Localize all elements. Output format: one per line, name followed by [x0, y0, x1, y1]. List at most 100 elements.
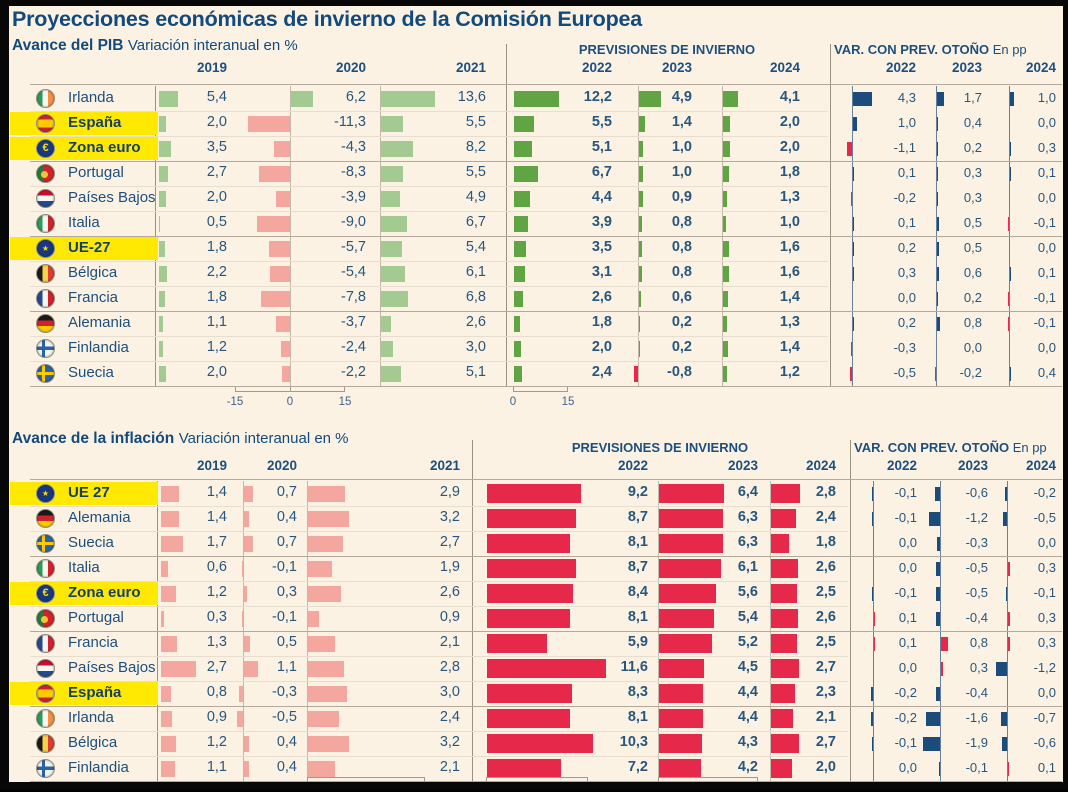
value-revision-1: -1,6 — [965, 710, 988, 725]
header-underline — [30, 479, 1062, 480]
bar-hist-0 — [158, 265, 167, 282]
bottom-border — [0, 782, 1068, 790]
bar-revision-0 — [850, 341, 852, 356]
table-row-finland: Finlandia 1,2 -2,4 3,0 2,0 0,2 1,4 -0,3 0,0 0,0 — [0, 336, 1068, 361]
flag-eu-icon: ★ — [36, 484, 55, 503]
value-revision-1: 0,8 — [969, 635, 988, 650]
value-forecast-0: 3,9 — [591, 214, 612, 230]
value-hist-2: 2,4 — [439, 709, 460, 725]
value-hist-2: 5,4 — [465, 239, 486, 255]
value-forecast-0: 2,4 — [591, 364, 612, 380]
bar-hist-0 — [158, 315, 163, 332]
axis-tick — [757, 778, 758, 783]
value-forecast-2: 2,7 — [815, 734, 836, 750]
bar-forecast-2 — [722, 215, 727, 232]
value-revision-0: -1,1 — [893, 140, 916, 155]
bar-revision-0 — [871, 586, 873, 601]
value-hist-0: 1,1 — [206, 759, 227, 775]
bar-hist-0 — [160, 685, 171, 702]
revision-box-title: VAR. CON PREV. OTOÑO En pp — [854, 440, 1047, 455]
bar-hist-1 — [243, 585, 248, 602]
value-revision-1: 0,2 — [963, 140, 982, 155]
value-forecast-1: 4,3 — [737, 734, 758, 750]
bar-hist-1 — [243, 660, 258, 677]
bar-forecast-2 — [722, 340, 728, 357]
country-label: Italia — [68, 559, 100, 576]
bar-revision-2 — [1007, 561, 1011, 576]
bar-hist-0 — [158, 240, 166, 257]
table-row-france: Francia 1,3 0,5 2,1 5,9 5,2 2,5 0,1 0,8 0,3 — [0, 631, 1068, 656]
value-forecast-1: 0,8 — [671, 214, 692, 230]
value-revision-0: 0,2 — [897, 240, 916, 255]
value-hist-2: 5,1 — [465, 364, 486, 380]
value-revision-1: -1,2 — [965, 510, 988, 525]
bar-revision-1 — [936, 316, 941, 331]
group-separator — [30, 706, 1062, 707]
year-header-2022: 2022 — [886, 458, 917, 473]
value-revision-2: 0,3 — [1037, 635, 1056, 650]
value-hist-1: 0,4 — [276, 509, 297, 525]
table-row-finland: Finlandia 1,1 0,4 2,1 7,2 4,2 2,0 0,0 -0,1 0,1 — [0, 756, 1068, 781]
bar-forecast-2 — [722, 290, 728, 307]
value-hist-1: -2,2 — [341, 364, 366, 380]
value-hist-2: 2,8 — [439, 659, 460, 675]
bar-hist-2 — [307, 560, 333, 577]
value-forecast-0: 8,1 — [627, 609, 648, 625]
year-header-2021: 2021 — [429, 458, 460, 473]
bar-forecast-2 — [722, 190, 728, 207]
bar-revision-1 — [936, 91, 945, 106]
bar-hist-0 — [160, 535, 183, 552]
value-hist-1: -5,7 — [341, 239, 366, 255]
row-separator — [30, 656, 848, 657]
bar-hist-2 — [307, 735, 350, 752]
year-header-2023: 2023 — [951, 60, 982, 75]
axis-tick — [658, 778, 659, 783]
value-forecast-0: 2,6 — [591, 289, 612, 305]
bar-forecast-0 — [513, 240, 527, 257]
bar-hist-1 — [243, 760, 249, 777]
bar-hist-1 — [256, 215, 290, 232]
axis-tick — [290, 387, 291, 392]
bar-revision-2 — [1009, 366, 1012, 381]
value-forecast-1: 1,4 — [671, 114, 692, 130]
bar-hist-1 — [276, 315, 290, 332]
column-divider — [850, 440, 851, 781]
value-revision-2: 0,0 — [1037, 340, 1056, 355]
row-separator — [30, 756, 848, 757]
revision-unit: En pp — [992, 42, 1027, 57]
table-row-belgium: Bélgica 1,2 0,4 3,2 10,3 4,3 2,7 -0,1 -1,9 -0,6 — [0, 731, 1068, 756]
value-forecast-2: 2,8 — [815, 484, 836, 500]
year-header-2023: 2023 — [957, 458, 988, 473]
value-revision-2: 0,1 — [1037, 265, 1056, 280]
bar-forecast-2 — [770, 709, 793, 728]
value-hist-1: -0,1 — [272, 559, 297, 575]
value-hist-0: 1,8 — [206, 289, 227, 305]
country-label: Italia — [68, 214, 100, 231]
bar-forecast-2 — [770, 759, 792, 778]
axis-tick — [587, 778, 588, 783]
value-hist-1: 0,4 — [276, 734, 297, 750]
value-forecast-2: 1,3 — [779, 189, 800, 205]
bar-forecast-0 — [513, 315, 521, 332]
inflation-heading-bold: Avance de la inflación — [12, 430, 175, 447]
flag-belgium-icon — [36, 734, 55, 753]
country-label: Alemania — [68, 314, 131, 331]
year-header-2019: 2019 — [196, 60, 227, 75]
flag-portugal-icon — [36, 164, 55, 183]
country-label: Finlandia — [68, 339, 129, 356]
value-revision-0: -0,1 — [894, 735, 917, 750]
table-row-portugal: Portugal 0,3 -0,1 0,9 8,1 5,4 2,6 0,1 -0,4 0,3 — [0, 606, 1068, 631]
table-row-eurozone: € Zona euro 3,5 -4,3 8,2 5,1 1,0 2,0 -1,1 0,2 0,3 — [0, 136, 1068, 161]
value-revision-1: 0,6 — [963, 265, 982, 280]
flag-france-icon — [36, 289, 55, 308]
bar-revision-0 — [871, 736, 873, 751]
bar-forecast-1 — [638, 140, 644, 157]
bar-forecast-1 — [658, 559, 721, 578]
bar-revision-0 — [850, 191, 852, 206]
year-header-2024: 2024 — [769, 60, 800, 75]
flag-netherlands-icon — [36, 189, 55, 208]
bar-hist-0 — [158, 165, 169, 182]
bar-revision-2 — [1009, 91, 1015, 106]
flag-ireland-icon — [36, 709, 55, 728]
